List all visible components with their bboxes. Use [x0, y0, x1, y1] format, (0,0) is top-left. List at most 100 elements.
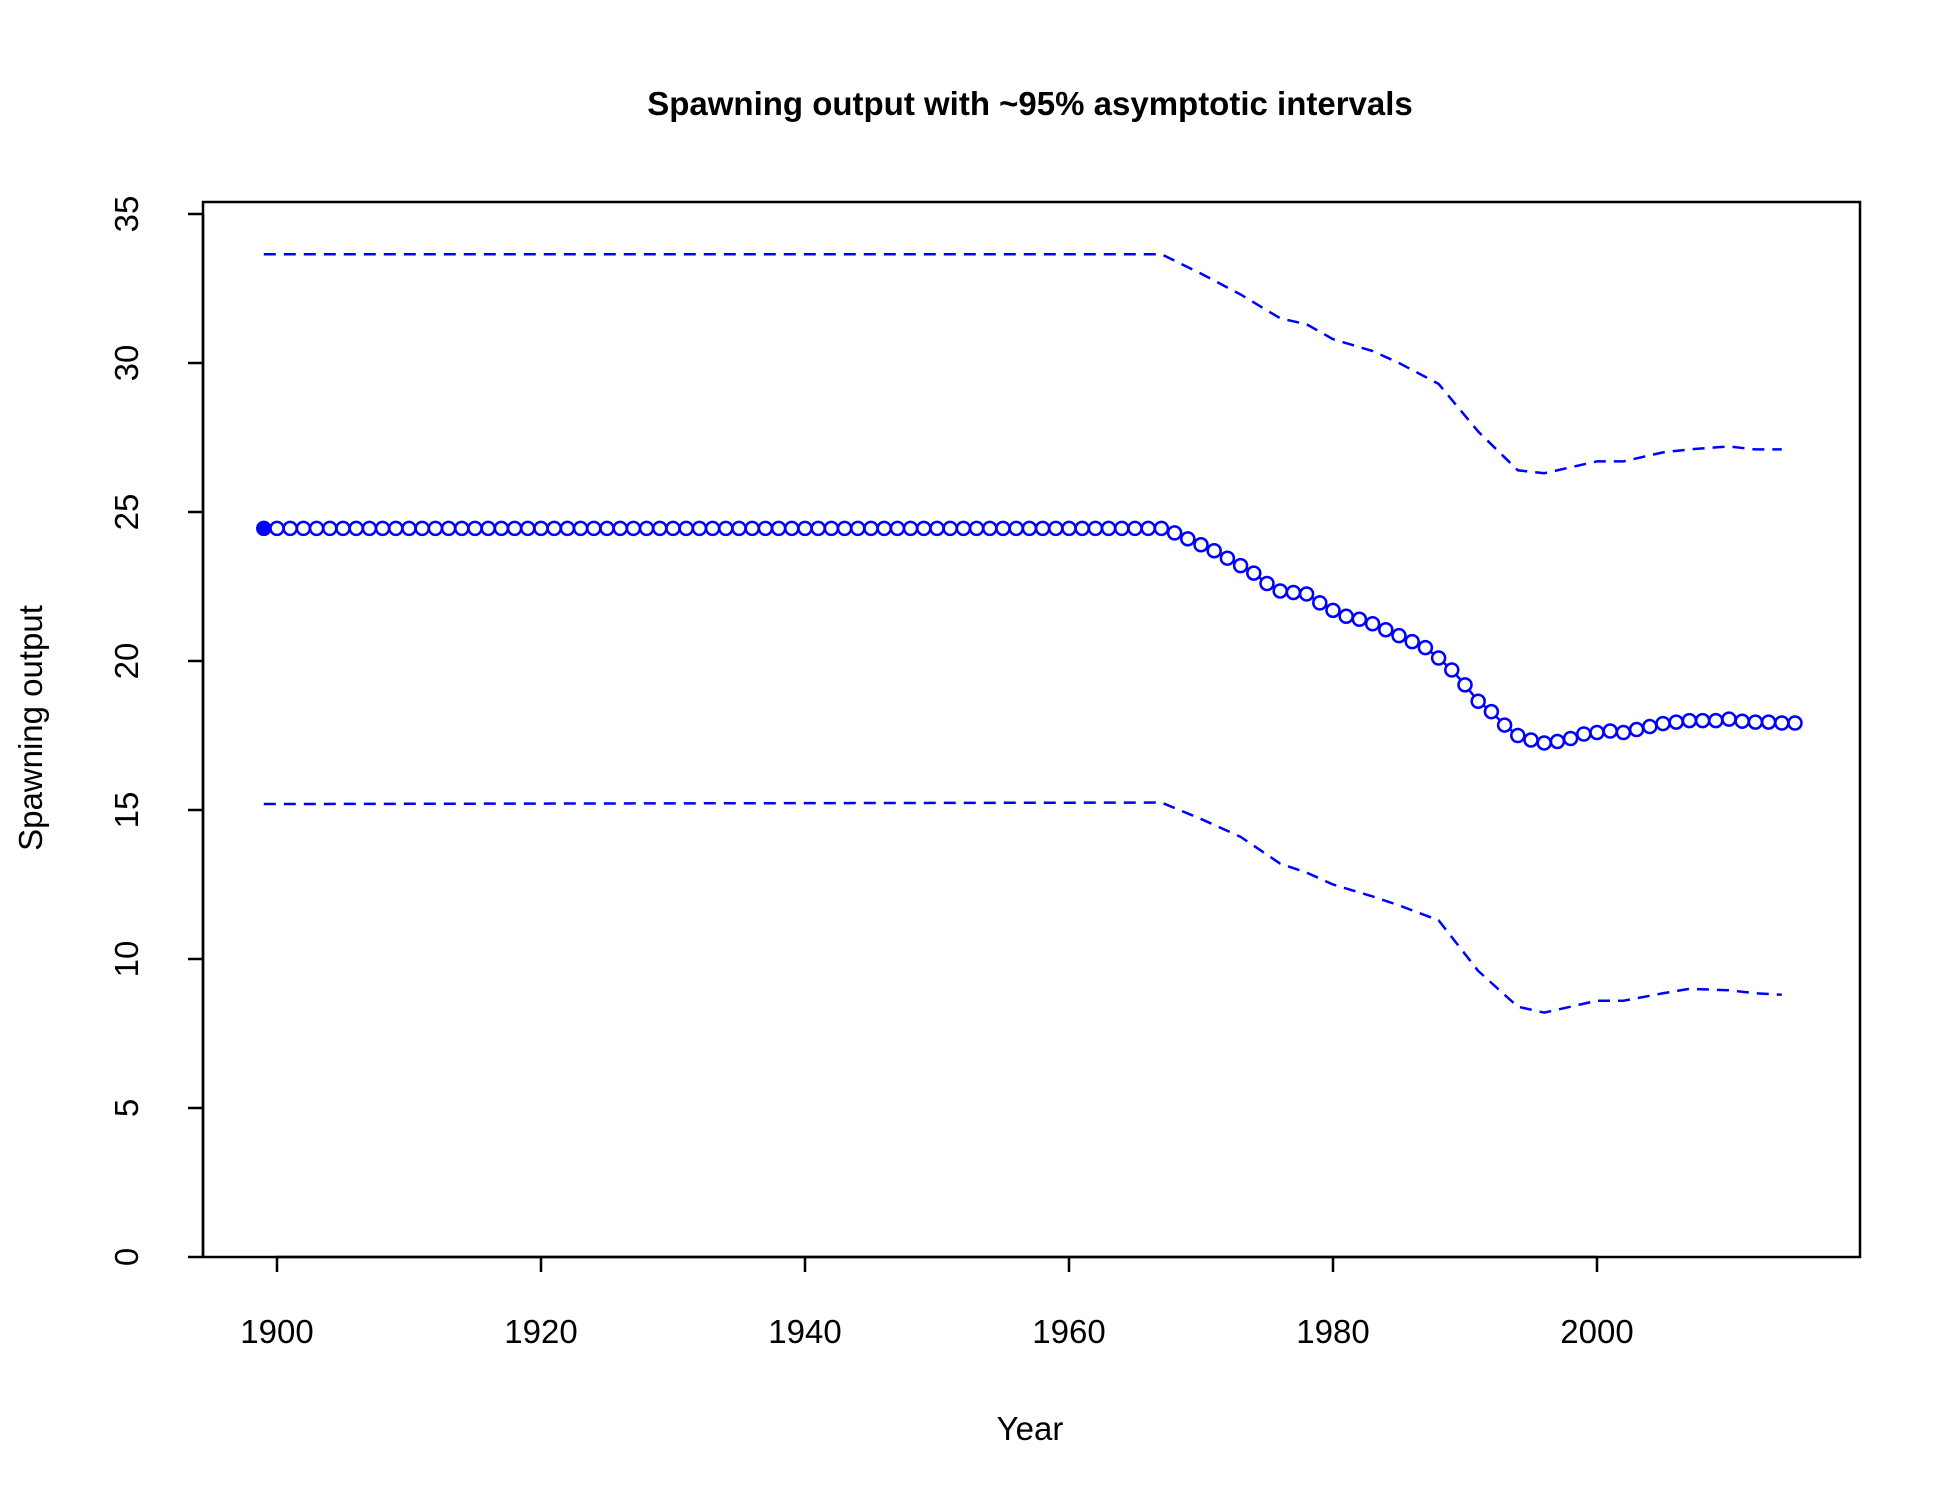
estimate-point [1285, 584, 1302, 601]
y-tick-label: 5 [108, 1099, 145, 1117]
estimate-point [1615, 724, 1632, 741]
estimate-point [361, 520, 378, 537]
estimate-point [269, 520, 285, 537]
estimate-point [1642, 718, 1658, 735]
estimate-point [599, 520, 615, 537]
y-tick-label: 0 [108, 1248, 145, 1266]
y-tick-label: 15 [108, 792, 145, 829]
x-tick-label: 1920 [504, 1313, 577, 1350]
estimate-point [612, 520, 628, 537]
estimate-point [454, 520, 470, 537]
estimate-point [625, 520, 642, 537]
estimate-point [863, 520, 879, 537]
estimate-point [388, 520, 404, 537]
estimate-point [308, 520, 325, 537]
estimate-point [295, 520, 312, 537]
estimate-point [823, 520, 840, 537]
estimate-point [440, 520, 457, 537]
estimate-point [929, 520, 945, 537]
estimate-point [1298, 586, 1315, 602]
estimate-point [546, 520, 562, 537]
estimate-point [982, 520, 998, 537]
estimate-point [1694, 712, 1711, 729]
estimate-point [1602, 723, 1618, 739]
estimate-point [810, 520, 826, 537]
estimate-point [414, 520, 430, 537]
estimate-point [1721, 711, 1737, 727]
estimate-point [1127, 520, 1143, 537]
estimate-point [1100, 520, 1117, 537]
estimate-point [797, 520, 813, 537]
estimate-point [467, 520, 483, 537]
estimate-point [1655, 715, 1671, 732]
estimate-point [1576, 726, 1592, 742]
estimate-point [1206, 542, 1222, 559]
estimate-point [1774, 715, 1790, 731]
estimate-point [374, 520, 391, 537]
estimate-point [744, 520, 760, 537]
series-layer [256, 252, 1803, 1014]
estimate-point [916, 520, 932, 537]
estimate-point [784, 520, 800, 537]
x-tick-label: 1960 [1032, 1313, 1105, 1350]
x-tick-label: 1980 [1296, 1313, 1369, 1350]
estimate-point [995, 520, 1011, 537]
lower-interval-line [263, 801, 1782, 1014]
x-tick-label: 1940 [768, 1313, 841, 1350]
estimate-point [850, 520, 866, 537]
estimate-point [731, 520, 747, 537]
estimate-point [493, 520, 510, 537]
estimate-point [1444, 662, 1460, 678]
estimate-point [1681, 712, 1698, 729]
estimate-point [691, 520, 708, 537]
estimate-point [889, 520, 906, 537]
x-tick-label: 2000 [1560, 1313, 1633, 1350]
estimate-point [348, 520, 364, 537]
estimate-point [1325, 602, 1341, 619]
estimate-point [1338, 608, 1354, 625]
estimate-point [955, 520, 972, 537]
estimate-point [1219, 550, 1236, 566]
chart-title: Spawning output with ~95% asymptotic int… [647, 85, 1413, 122]
estimate-point [1008, 520, 1024, 537]
y-axis-label: Spawning output [12, 605, 49, 851]
estimate-point [1536, 735, 1552, 751]
estimate-point [757, 520, 774, 537]
estimate-point [876, 520, 892, 537]
estimate-point [1114, 520, 1130, 537]
estimate-point [665, 520, 681, 537]
estimate-point [1496, 717, 1513, 733]
x-tick-label: 1900 [240, 1313, 313, 1350]
estimate-point [1061, 520, 1077, 537]
estimate-point [1087, 520, 1104, 537]
estimate-point [770, 520, 787, 537]
estimate-point [836, 520, 853, 537]
y-tick-label: 35 [108, 196, 145, 233]
estimate-point [1021, 520, 1038, 537]
estimate-point [1747, 714, 1764, 730]
y-tick-label: 10 [108, 941, 145, 978]
estimate-line [263, 527, 1795, 745]
estimate-point [1166, 525, 1183, 541]
estimate-point [1589, 724, 1605, 741]
estimate-point [902, 520, 919, 537]
estimate-point [401, 520, 417, 537]
estimate-point [1549, 733, 1566, 750]
estimate-point [1153, 520, 1170, 537]
estimate-point [1351, 611, 1368, 628]
estimate-point [718, 520, 734, 537]
estimate-point [1470, 693, 1486, 709]
estimate-point [1404, 633, 1420, 650]
estimate-point [586, 520, 602, 537]
estimate-point [1378, 621, 1394, 638]
estimate-point [942, 520, 958, 537]
estimate-point [520, 520, 536, 537]
estimate-point [1523, 732, 1539, 748]
estimate-point [559, 520, 576, 537]
estimate-point [572, 520, 589, 537]
estimate-point [1048, 520, 1064, 537]
estimate-point [335, 520, 351, 537]
estimate-point [1708, 712, 1724, 729]
